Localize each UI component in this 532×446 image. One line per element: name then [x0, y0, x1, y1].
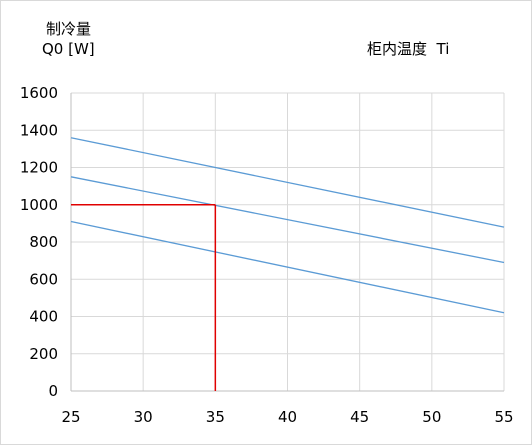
y-tick-label: 1400: [20, 121, 58, 139]
x-tick-label: 45: [350, 408, 369, 426]
y-axis-label-line1: 制冷量: [46, 20, 91, 38]
series-line-2: [70, 176, 505, 264]
x-tick-label: 30: [134, 408, 153, 426]
series-line-1: [70, 137, 505, 228]
x-axis-label: 柜内温度 Ti: [367, 40, 449, 58]
y-tick-label: 400: [29, 308, 58, 326]
grid-layer: [71, 92, 505, 391]
y-tick-label: 1600: [20, 84, 58, 102]
x-tick-label: 55: [494, 408, 513, 426]
series-line-3: [70, 220, 505, 314]
y-tick-label: 1200: [20, 159, 58, 177]
x-tick-label: 50: [422, 408, 441, 426]
y-tick-label: 0: [48, 382, 58, 400]
y-tick-label: 1000: [20, 196, 58, 214]
x-tick-label: 35: [206, 408, 225, 426]
y-tick-label: 600: [29, 270, 58, 288]
y-tick-label: 800: [29, 233, 58, 251]
x-tick-label: 25: [61, 408, 80, 426]
reference-layer: [71, 204, 217, 391]
y-tick-label: 200: [29, 345, 58, 363]
y-axis-label-line2: Q0 [W]: [42, 40, 95, 58]
tick-label-layer: 0 200 400 600 800 1000 1200 1400 1600 25 30 35 40 45 5…: [20, 84, 514, 426]
series-layer: [70, 137, 505, 314]
axis-layer: [70, 93, 504, 392]
x-tick-label: 40: [278, 408, 297, 426]
